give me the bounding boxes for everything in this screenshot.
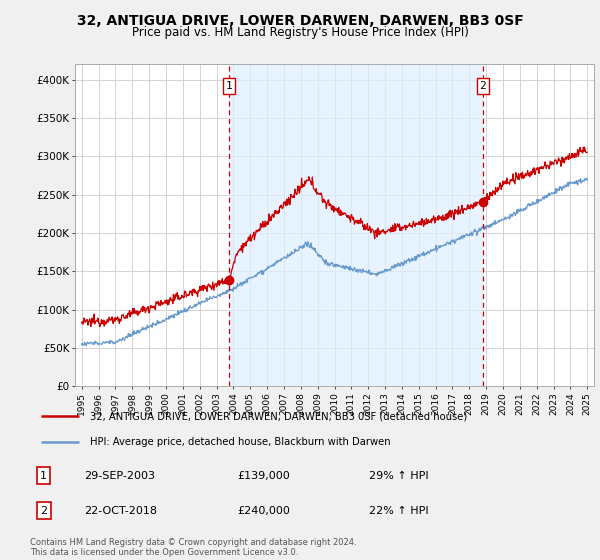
Text: 22-OCT-2018: 22-OCT-2018 [85,506,158,516]
Text: 2: 2 [40,506,47,516]
Text: 1: 1 [226,81,233,91]
Text: 22% ↑ HPI: 22% ↑ HPI [368,506,428,516]
Text: 1: 1 [40,471,47,481]
Text: 29% ↑ HPI: 29% ↑ HPI [368,471,428,481]
Text: £240,000: £240,000 [238,506,290,516]
Text: £139,000: £139,000 [238,471,290,481]
Text: Contains HM Land Registry data © Crown copyright and database right 2024.
This d: Contains HM Land Registry data © Crown c… [30,538,356,557]
Text: 32, ANTIGUA DRIVE, LOWER DARWEN, DARWEN, BB3 0SF (detached house): 32, ANTIGUA DRIVE, LOWER DARWEN, DARWEN,… [90,412,467,422]
Bar [229,64,483,386]
Text: 29-SEP-2003: 29-SEP-2003 [85,471,155,481]
Text: 2: 2 [479,81,486,91]
Text: HPI: Average price, detached house, Blackburn with Darwen: HPI: Average price, detached house, Blac… [90,436,391,446]
Text: Price paid vs. HM Land Registry's House Price Index (HPI): Price paid vs. HM Land Registry's House … [131,26,469,39]
Text: 32, ANTIGUA DRIVE, LOWER DARWEN, DARWEN, BB3 0SF: 32, ANTIGUA DRIVE, LOWER DARWEN, DARWEN,… [77,14,523,28]
